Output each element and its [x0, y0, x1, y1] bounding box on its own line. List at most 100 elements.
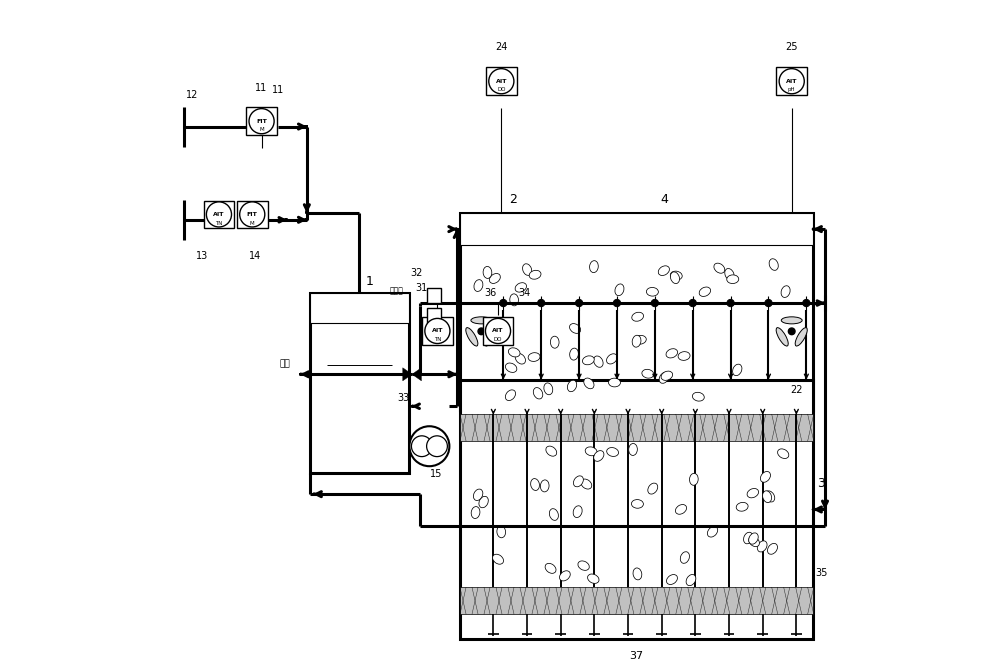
Ellipse shape: [570, 324, 581, 334]
Bar: [460, 380, 813, 639]
Text: FIT: FIT: [256, 119, 267, 124]
Ellipse shape: [699, 287, 711, 296]
Bar: [776, 67, 807, 95]
Ellipse shape: [489, 274, 500, 284]
Bar: [246, 107, 277, 135]
Ellipse shape: [642, 370, 654, 378]
Circle shape: [613, 299, 621, 306]
Ellipse shape: [670, 272, 679, 284]
Text: FIT: FIT: [247, 212, 258, 217]
Bar: [204, 200, 234, 228]
Ellipse shape: [690, 474, 698, 486]
Ellipse shape: [760, 472, 770, 482]
Ellipse shape: [573, 476, 583, 487]
Circle shape: [427, 436, 447, 457]
Text: DO: DO: [494, 337, 502, 342]
Text: AIT: AIT: [496, 79, 507, 84]
Text: 34: 34: [519, 288, 531, 298]
Text: 2: 2: [509, 193, 517, 206]
Text: 22: 22: [790, 384, 803, 395]
Ellipse shape: [776, 328, 788, 346]
Ellipse shape: [661, 371, 673, 380]
Bar: [427, 308, 441, 323]
Ellipse shape: [594, 451, 604, 462]
Bar: [486, 67, 517, 95]
Ellipse shape: [559, 571, 570, 581]
Ellipse shape: [505, 363, 517, 372]
Ellipse shape: [632, 312, 644, 321]
Ellipse shape: [615, 284, 624, 296]
Ellipse shape: [573, 505, 582, 517]
Circle shape: [651, 299, 659, 306]
Ellipse shape: [629, 444, 637, 456]
Text: 31: 31: [415, 283, 428, 294]
Ellipse shape: [497, 525, 506, 537]
Ellipse shape: [515, 282, 526, 292]
Ellipse shape: [493, 554, 504, 564]
Circle shape: [425, 318, 450, 344]
Ellipse shape: [707, 526, 718, 537]
Ellipse shape: [747, 488, 759, 498]
Ellipse shape: [594, 356, 603, 368]
Polygon shape: [403, 368, 412, 381]
Ellipse shape: [757, 541, 767, 552]
Bar: [460, 414, 813, 441]
Circle shape: [500, 299, 507, 306]
Text: 37: 37: [629, 651, 644, 661]
Text: M: M: [259, 127, 264, 133]
Polygon shape: [412, 368, 421, 381]
Ellipse shape: [767, 543, 778, 554]
Bar: [237, 200, 268, 228]
Ellipse shape: [608, 378, 620, 387]
Circle shape: [803, 299, 810, 306]
Circle shape: [249, 109, 274, 134]
Circle shape: [485, 318, 511, 344]
Ellipse shape: [570, 348, 578, 360]
Ellipse shape: [578, 561, 589, 570]
Ellipse shape: [646, 288, 658, 296]
Text: 14: 14: [249, 251, 262, 262]
Ellipse shape: [795, 328, 807, 346]
Ellipse shape: [749, 533, 758, 544]
Ellipse shape: [778, 449, 789, 458]
Ellipse shape: [549, 509, 558, 520]
Ellipse shape: [763, 491, 772, 503]
Ellipse shape: [528, 353, 540, 362]
Text: 24: 24: [495, 41, 508, 52]
Circle shape: [779, 69, 804, 94]
Text: AIT: AIT: [213, 212, 225, 217]
Ellipse shape: [714, 263, 725, 273]
Ellipse shape: [658, 266, 669, 276]
Ellipse shape: [733, 364, 742, 376]
Circle shape: [727, 299, 734, 306]
Ellipse shape: [692, 392, 704, 401]
Ellipse shape: [485, 328, 497, 346]
Text: pH: pH: [788, 87, 796, 93]
Circle shape: [689, 299, 696, 306]
Ellipse shape: [550, 336, 559, 348]
Ellipse shape: [473, 489, 483, 500]
Text: 33: 33: [397, 392, 410, 403]
Ellipse shape: [667, 575, 677, 585]
Ellipse shape: [727, 275, 739, 284]
Text: 36: 36: [484, 288, 496, 298]
Ellipse shape: [584, 378, 594, 389]
Ellipse shape: [634, 336, 646, 344]
Ellipse shape: [581, 479, 592, 489]
Ellipse shape: [765, 491, 775, 502]
Text: AIT: AIT: [786, 79, 797, 84]
Ellipse shape: [781, 286, 790, 298]
Ellipse shape: [781, 317, 802, 324]
Ellipse shape: [648, 483, 658, 494]
Text: 4: 4: [661, 193, 669, 206]
Circle shape: [538, 299, 545, 306]
Text: 3: 3: [817, 477, 825, 490]
Ellipse shape: [533, 388, 543, 399]
Ellipse shape: [471, 317, 492, 324]
Ellipse shape: [540, 480, 549, 492]
Ellipse shape: [607, 354, 617, 364]
Ellipse shape: [510, 294, 518, 306]
Bar: [460, 213, 813, 410]
Ellipse shape: [632, 335, 641, 347]
Text: TN: TN: [434, 337, 441, 342]
